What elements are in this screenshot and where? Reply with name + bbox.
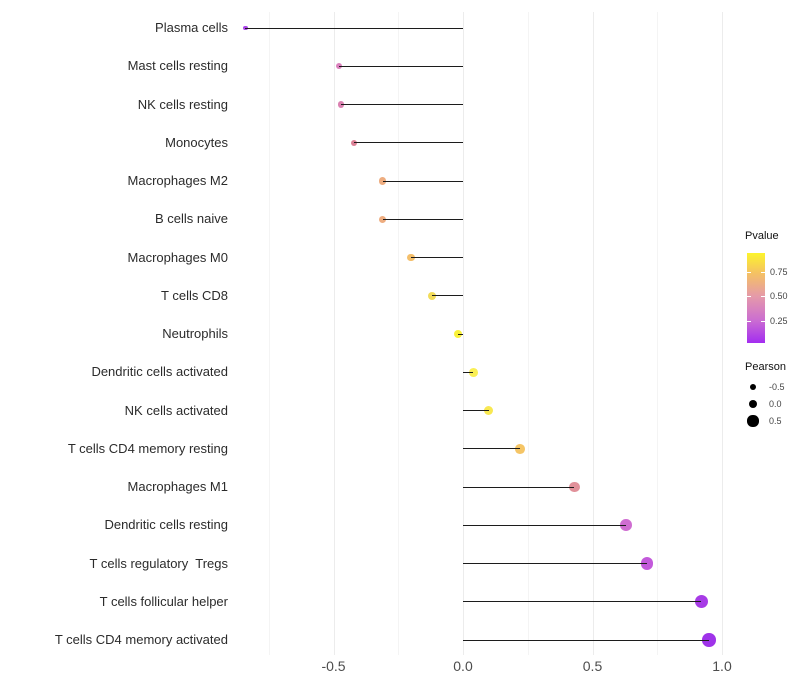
category-label: Macrophages M1 bbox=[127, 479, 228, 494]
pvalue-bar-tick bbox=[747, 321, 751, 323]
lollipop-dot bbox=[379, 177, 387, 185]
lollipop-dot bbox=[379, 215, 387, 223]
category-label: Macrophages M2 bbox=[127, 173, 228, 188]
lollipop-line bbox=[463, 563, 647, 564]
category-label: Dendritic cells resting bbox=[104, 517, 228, 533]
category-label: Plasma cells bbox=[155, 20, 228, 35]
minor-gridline bbox=[657, 12, 659, 655]
lollipop-dot bbox=[568, 481, 580, 493]
pvalue-bar-tick bbox=[747, 271, 751, 273]
lollipop-line bbox=[463, 448, 520, 450]
major-gridline bbox=[333, 12, 335, 655]
pvalue-legend-title: Pvalue bbox=[745, 230, 779, 242]
category-label: T cells follicular helper bbox=[99, 593, 228, 609]
category-label: T cells CD4 memory resting bbox=[67, 440, 228, 456]
lollipop-line bbox=[457, 333, 463, 335]
lollipop-dot bbox=[620, 519, 633, 532]
pvalue-bar-tick bbox=[761, 296, 765, 298]
category-label: NK cells resting bbox=[137, 96, 228, 112]
pvalue-tick-label: 0.25 bbox=[770, 316, 788, 327]
x-tick-label: -0.5 bbox=[321, 658, 346, 674]
x-tick-label: 0.0 bbox=[453, 658, 473, 674]
pearson-size-label: 0.5 bbox=[769, 416, 782, 426]
lollipop-line bbox=[341, 104, 463, 105]
category-label: Neutrophils bbox=[162, 326, 228, 341]
category-label: B cells naive bbox=[155, 211, 228, 227]
category-label: NK cells activated bbox=[124, 402, 228, 418]
category-label: T cells CD8 bbox=[161, 287, 228, 303]
pearson-size-dot bbox=[749, 383, 757, 391]
lollipop-dot bbox=[453, 329, 463, 339]
minor-gridline bbox=[268, 12, 270, 655]
lollipop-dot bbox=[484, 405, 494, 416]
lollipop-line bbox=[382, 218, 463, 220]
lollipop-dot bbox=[350, 139, 358, 146]
lollipop-line bbox=[463, 486, 575, 488]
pvalue-bar-tick bbox=[761, 271, 765, 273]
lollipop-line bbox=[463, 601, 702, 603]
category-label: Macrophages M0 bbox=[127, 249, 228, 265]
x-tick-label: 0.5 bbox=[582, 658, 603, 674]
category-label: T cells regulatory Tregs bbox=[89, 555, 228, 571]
pearson-size-label: 0.0 bbox=[769, 399, 782, 409]
pearson-size-dot bbox=[748, 399, 758, 409]
category-label: Dendritic cells activated bbox=[91, 364, 228, 380]
pvalue-bar-tick bbox=[747, 296, 751, 298]
lollipop-line bbox=[463, 524, 627, 526]
lollipop-dot bbox=[338, 101, 345, 108]
lollipop-dot bbox=[640, 557, 653, 570]
lollipop-line bbox=[338, 65, 463, 67]
lollipop-line bbox=[411, 257, 463, 258]
pvalue-tick-label: 0.75 bbox=[770, 266, 788, 277]
pearson-size-dot bbox=[747, 415, 759, 427]
pearson-size-label: -0.5 bbox=[769, 382, 785, 392]
minor-gridline bbox=[398, 12, 400, 655]
pvalue-tick-label: 0.50 bbox=[770, 291, 788, 302]
pearson-legend-title: Pearson bbox=[745, 361, 786, 373]
minor-gridline bbox=[527, 12, 529, 655]
pvalue-bar-tick bbox=[761, 321, 765, 323]
lollipop-line bbox=[245, 27, 463, 29]
lollipop-line bbox=[354, 142, 463, 144]
lollipop-dot bbox=[694, 595, 708, 609]
lollipop-line bbox=[463, 639, 710, 641]
major-gridline bbox=[592, 12, 594, 655]
pvalue-gradient-bar bbox=[747, 253, 765, 343]
lollipop-line bbox=[463, 371, 474, 373]
major-gridline bbox=[463, 12, 464, 655]
x-tick-label: 1.0 bbox=[712, 658, 732, 674]
lollipop-line bbox=[463, 410, 489, 411]
lollipop-dot bbox=[515, 443, 525, 454]
lollipop-line bbox=[382, 180, 463, 182]
lollipop-line bbox=[431, 295, 463, 297]
category-label: T cells CD4 memory activated bbox=[54, 632, 228, 647]
category-label: Mast cells resting bbox=[127, 58, 228, 74]
category-label: Monocytes bbox=[165, 134, 228, 150]
lollipop-dot bbox=[335, 63, 342, 70]
major-gridline bbox=[722, 12, 723, 655]
